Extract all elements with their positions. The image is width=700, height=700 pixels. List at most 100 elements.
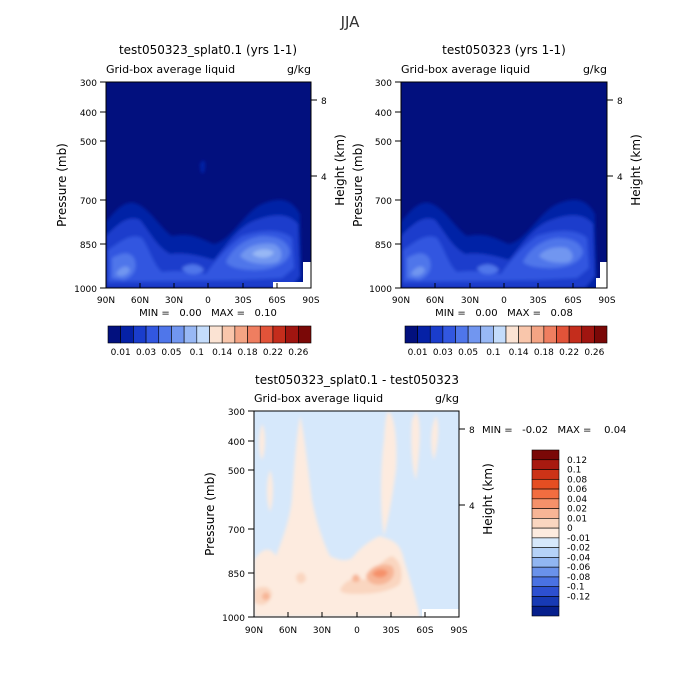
svg-text:30S: 30S [382,626,399,636]
svg-text:0: 0 [205,296,211,306]
colorbar-2-swatch-6 [480,325,494,344]
panel-3-title: test050323_splat0.1 - test050323 [255,373,459,387]
panel-3-left-axis: 300 400 500 700 850 1000 [222,408,254,624]
panel-1-left-axis: 300 400 500 700 850 1000 [74,79,106,295]
colorbar-1-swatch-1 [120,325,134,344]
svg-text:90N: 90N [245,626,263,636]
panel-3-stats: MIN = -0.02 MAX = 0.04 [482,425,626,436]
diff-colorbar-label-9: -0.02 [567,544,590,554]
panel-3-ytick-300: 300 [228,408,254,418]
svg-text:60S: 60S [268,296,285,306]
diff-colorbar-label-3: 0.06 [567,485,587,495]
svg-text:4: 4 [469,502,475,512]
panel-3-y2label: Height (km) [481,463,495,534]
panel-1-ytick-1000: 1000 [74,285,106,295]
colorbar-1-swatch-12 [259,325,274,344]
diff-colorbar-swatch-3 [531,478,560,490]
diff-colorbar-label-4: 0.04 [567,495,587,505]
diff-colorbar-swatch-8 [531,527,560,539]
svg-text:90S: 90S [450,626,467,636]
diff-colorbar-swatch-15 [531,596,560,607]
colorbar-1-swatch-3 [145,325,160,344]
colorbar-1-label-2: 0.05 [161,348,181,358]
panel-2-xtick-90S: 90S [598,283,616,306]
panel-1-plot-area [106,82,311,288]
panel-2-colorbar: 0.01 0.03 0.05 0.1 0.14 0.18 0.22 0.26 [404,325,608,358]
diff-colorbar-label-11: -0.06 [567,563,591,573]
colorbar-2-swatch-14 [581,325,595,344]
svg-text:700: 700 [80,197,97,207]
diff-colorbar-swatch-4 [531,488,560,500]
panel-2-xtick-30S: 30S [529,283,547,306]
colorbar-1-swatch-5 [171,325,185,344]
panel-3-xtick-90N: 90N [245,612,263,636]
diff-colorbar-swatch-2 [531,469,560,480]
colorbar-2-swatch-3 [442,325,456,344]
panel-3-contour-0-upper-right [381,412,439,536]
panel-3-xtick-0: 0 [354,612,360,636]
panel-3-xtick-90S: 90S [450,612,468,636]
svg-text:300: 300 [80,79,97,89]
panel-1-contour-0.04 [112,236,290,280]
panel-1-contour-0.07 [252,249,274,258]
diff-colorbar-swatch-11 [531,557,560,568]
colorbar-1-swatch-14 [285,325,299,344]
panel-2-contour-0.05 [411,247,573,277]
svg-text:700: 700 [228,526,245,536]
svg-text:90S: 90S [598,296,615,306]
diff-colorbar-swatch-1 [531,459,560,470]
panel-3-right-axis: 8 4 [459,426,475,512]
diff-colorbar-label-0: 0.12 [567,456,587,466]
panel-1-stats: MIN = 0.00 MAX = 0.10 [139,308,277,319]
panel-3-bottom-axis: 90N 60N 30N 0 30S 60S 90S [245,612,468,636]
panel-1-title: test050323_splat0.1 (yrs 1-1) [119,43,297,57]
diff-colorbar-swatch-13 [531,576,560,588]
panel-1-xtick-90N: 90N [97,283,115,306]
diff-colorbar-label-12: -0.08 [567,573,591,583]
panel-3-ytick-700: 700 [228,526,254,536]
panel-3-ytick-400: 400 [228,438,254,448]
panel-3-y2tick-8: 8 [459,426,475,436]
svg-text:4: 4 [321,173,327,183]
diff-colorbar-label-13: -0.1 [567,583,585,593]
diff-colorbar-label-1: 0.1 [567,466,581,476]
diff-colorbar-label-14: -0.12 [567,592,590,602]
colorbar-2-swatch-2 [429,325,444,344]
panel-3-contour-0.02 [262,564,394,601]
page-title: JJA [340,13,361,31]
panel-2-title: test050323 (yrs 1-1) [442,43,566,57]
panel-2-left-axis: 300 400 500 700 850 1000 [369,79,401,295]
colorbar-2-swatch-5 [467,325,482,344]
panel-1-xtick-60S: 60S [268,283,286,306]
svg-text:8: 8 [469,426,475,436]
svg-text:300: 300 [375,79,392,89]
panel-2-missing-strip [600,262,607,288]
panel-1: test050323_splat0.1 (yrs 1-1) Grid-box a… [55,43,347,358]
colorbar-2-swatch-1 [417,325,431,344]
svg-text:0: 0 [501,296,507,306]
svg-text:1000: 1000 [369,285,392,295]
panel-3-xtick-60N: 60N [279,612,297,636]
colorbar-1-swatch-8 [209,325,223,344]
colorbar-1-label-1: 0.03 [136,348,156,358]
colorbar-2-label-7: 0.26 [584,348,604,358]
panel-3-colorbar: 0.120.10.080.060.040.020.010-0.01-0.02-0… [531,449,591,617]
panel-1-bottom-axis: 90N 60N 30N 0 30S 60S 90S [97,283,320,306]
svg-text:30S: 30S [234,296,251,306]
panel-2-xtick-30N: 30N [461,283,479,306]
svg-text:500: 500 [80,138,97,148]
svg-text:60S: 60S [416,626,433,636]
diff-colorbar-label-5: 0.02 [567,505,587,515]
panel-2-ytick-300: 300 [375,79,401,89]
panel-3-units-label: g/kg [435,392,459,405]
panel-1-right-axis: 8 4 [311,97,327,183]
panel-3-contour-0.04 [372,569,388,578]
colorbar-2-label-3: 0.1 [486,348,500,358]
svg-text:400: 400 [80,109,97,119]
colorbar-1-swatch-15 [298,325,312,344]
colorbar-1-label-6: 0.22 [263,348,283,358]
svg-text:4: 4 [617,173,623,183]
colorbar-2-label-0: 0.01 [408,348,428,358]
panel-1-xtick-30N: 30N [165,283,183,306]
diff-colorbar-label-7: 0 [567,524,573,534]
